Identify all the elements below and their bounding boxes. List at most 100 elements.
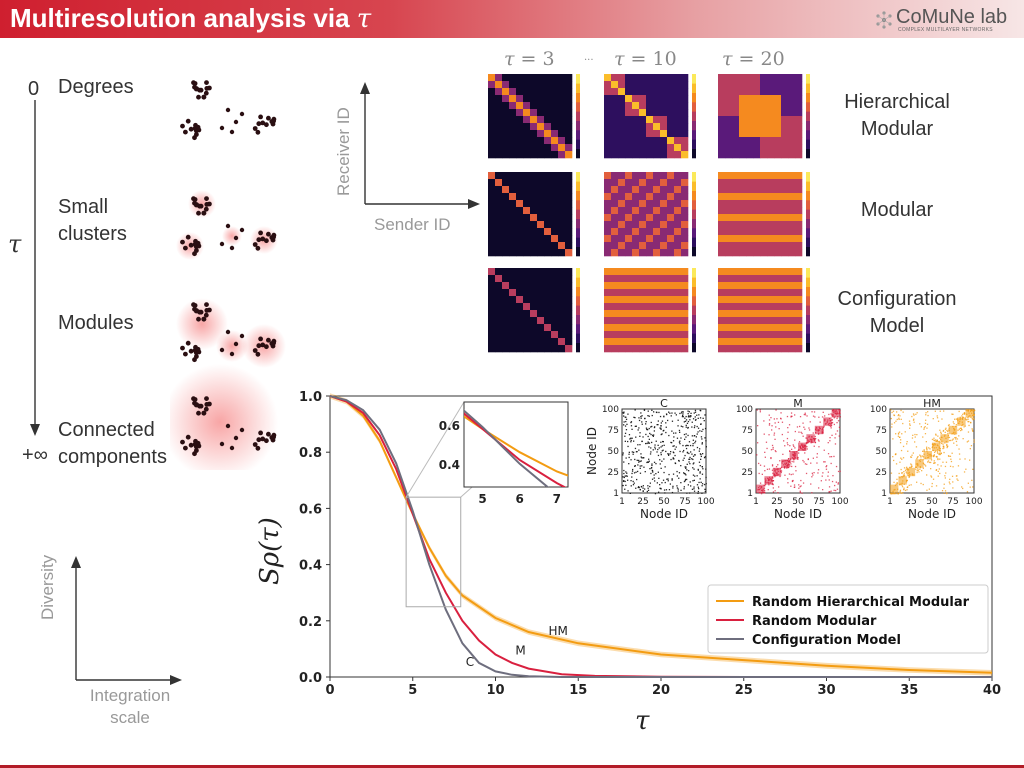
adjacency-title: HM [923, 397, 941, 410]
entropy-chart: 0 5 10 15 20 25 30 35 400.00.20.40.60.81.0Sρ(τ)τ… [255, 390, 1001, 736]
x-tick-label: 35 [900, 683, 918, 698]
row-label-modular: Modular [860, 199, 934, 221]
adjacency-inset-m: M 11 25 25 50 50 75 75 100 100 Node ID [736, 397, 849, 521]
x-tick-label: 10 [486, 683, 504, 698]
adjacency-x-tick: 75 [679, 497, 690, 507]
ellipsis-caption: ... [584, 52, 594, 63]
heatmap-r1-c3 [718, 74, 810, 159]
adjacency-title: M [793, 397, 803, 410]
tau-3-caption: τ = 3 [504, 48, 555, 70]
x-tick-label: 30 [817, 683, 835, 698]
adjacency-y-tick: 1 [613, 489, 619, 499]
zoom-region [405, 496, 462, 608]
axis-zero-label: 0 [28, 78, 40, 100]
footer-bar [0, 765, 1024, 768]
logo-text: CoMuNe lab [896, 6, 1008, 28]
series-line-c [329, 395, 992, 678]
stage-modules-label: Modules [58, 312, 134, 334]
lab-logo-icon [876, 11, 892, 29]
adjacency-y-tick: 50 [742, 447, 754, 457]
hm-curve-label: HM [548, 624, 567, 638]
legend-entry: Configuration Model [752, 633, 901, 648]
adjacency-y-tick: 25 [742, 468, 753, 478]
x-tick-label: 40 [983, 683, 1001, 698]
adjacency-x-label: Node ID [774, 507, 822, 521]
logo-subtitle: COMPLEX MULTILAYER NETWORKS [898, 27, 993, 33]
comune-logo: CoMuNe lab COMPLEX MULTILAYER NETWORKS [874, 6, 1016, 34]
heatmap-r2-c2 [604, 172, 696, 257]
heatmap-r2-c3 [718, 172, 810, 257]
receiver-id-label: Receiver ID [334, 107, 353, 196]
heatmap-r1-c1 [488, 74, 580, 159]
adjacency-y-label: Node ID [585, 427, 599, 475]
adjacency-y-tick: 75 [876, 426, 887, 436]
adjacency-title: C [660, 397, 668, 410]
stage-connected-components-label: Connected components [58, 419, 167, 468]
adjacency-y-tick: 75 [608, 426, 619, 436]
tau-axis-label: τ [8, 230, 22, 258]
adjacency-y-tick: 25 [876, 468, 887, 478]
adjacency-inset-hm: HM 11 25 25 50 50 75 75 100 100 Node ID [870, 397, 983, 521]
network-stage-4 [170, 364, 278, 470]
x-tick-label: 20 [652, 683, 670, 698]
adjacency-x-tick: 100 [965, 497, 982, 507]
adjacency-x-tick: 100 [831, 497, 848, 507]
heatmap-r1-c2 [604, 74, 696, 159]
adjacency-x-tick: 1 [619, 497, 625, 507]
inset-x-tick-label: 6 [516, 492, 524, 506]
row-label-hierarchical-modular: Hierarchical Modular [844, 91, 950, 140]
y-tick-label: 1.0 [299, 390, 322, 405]
diversity-label: Diversity [38, 554, 57, 620]
adjacency-x-tick: 25 [905, 497, 916, 507]
adjacency-y-tick: 75 [742, 426, 753, 436]
adjacency-x-label: Node ID [640, 507, 688, 521]
x-axis-label: τ [635, 706, 650, 736]
y-tick-label: 0.0 [299, 671, 322, 686]
adjacency-x-tick: 25 [637, 497, 648, 507]
adjacency-y-tick: 1 [747, 489, 753, 499]
tau-20-caption: τ = 20 [722, 48, 785, 70]
axis-infinity-label: +∞ [22, 444, 48, 466]
adjacency-x-tick: 50 [792, 497, 804, 507]
zoom-connector [405, 401, 465, 498]
heatmap-r3-c1 [488, 268, 580, 353]
x-tick-label: 15 [569, 683, 587, 698]
adjacency-x-tick: 75 [947, 497, 958, 507]
y-tick-label: 0.8 [299, 446, 322, 461]
slide-title: Multiresolution analysis via τ [10, 3, 372, 34]
title-bar: Multiresolution analysis via τ CoMuNe la… [0, 0, 1024, 38]
y-tick-label: 0.4 [299, 559, 322, 574]
y-tick-label: 0.2 [299, 615, 322, 630]
adjacency-x-tick: 25 [771, 497, 782, 507]
diversity-integration-axes [71, 556, 182, 685]
network-illustrations [170, 80, 286, 470]
network-stage-1 [180, 80, 277, 141]
stage-degrees-label: Degrees [58, 76, 134, 98]
heatmap-r2-c1 [488, 172, 580, 257]
heatmap-grid [488, 74, 810, 353]
x-tick-label: 25 [735, 683, 753, 698]
adjacency-y-tick: 100 [870, 405, 887, 415]
adjacency-x-tick: 100 [697, 497, 714, 507]
adjacency-x-tick: 75 [813, 497, 824, 507]
tau-10-caption: τ = 10 [614, 48, 677, 70]
chart-legend: Random Hierarchical Modular Random Modula… [707, 584, 989, 654]
m-curve-label: M [515, 644, 525, 658]
integration-scale-label: Integration scale [89, 686, 171, 727]
tau-axis-arrow [30, 100, 40, 436]
inset-y-tick-label: 0.4 [439, 458, 460, 472]
legend-entry: Random Hierarchical Modular [752, 595, 970, 610]
network-stage-3 [176, 298, 286, 368]
adjacency-x-tick: 1 [753, 497, 759, 507]
inset-x-tick-label: 5 [478, 492, 486, 506]
sender-id-label: Sender ID [374, 215, 451, 234]
adjacency-x-tick: 50 [926, 497, 938, 507]
receiver-sender-axes [360, 82, 480, 209]
heatmap-r3-c2 [604, 268, 696, 353]
legend-entry: Random Modular [752, 614, 877, 629]
zoom-inset-frame [463, 401, 569, 488]
stage-small-clusters-label: Small clusters [58, 196, 127, 245]
row-label-configuration-model: Configuration Model [837, 288, 957, 337]
adjacency-inset-c: C 11 25 25 50 50 75 75 100 100 Node ID Node ID [585, 397, 715, 521]
adjacency-x-label: Node ID [908, 507, 956, 521]
